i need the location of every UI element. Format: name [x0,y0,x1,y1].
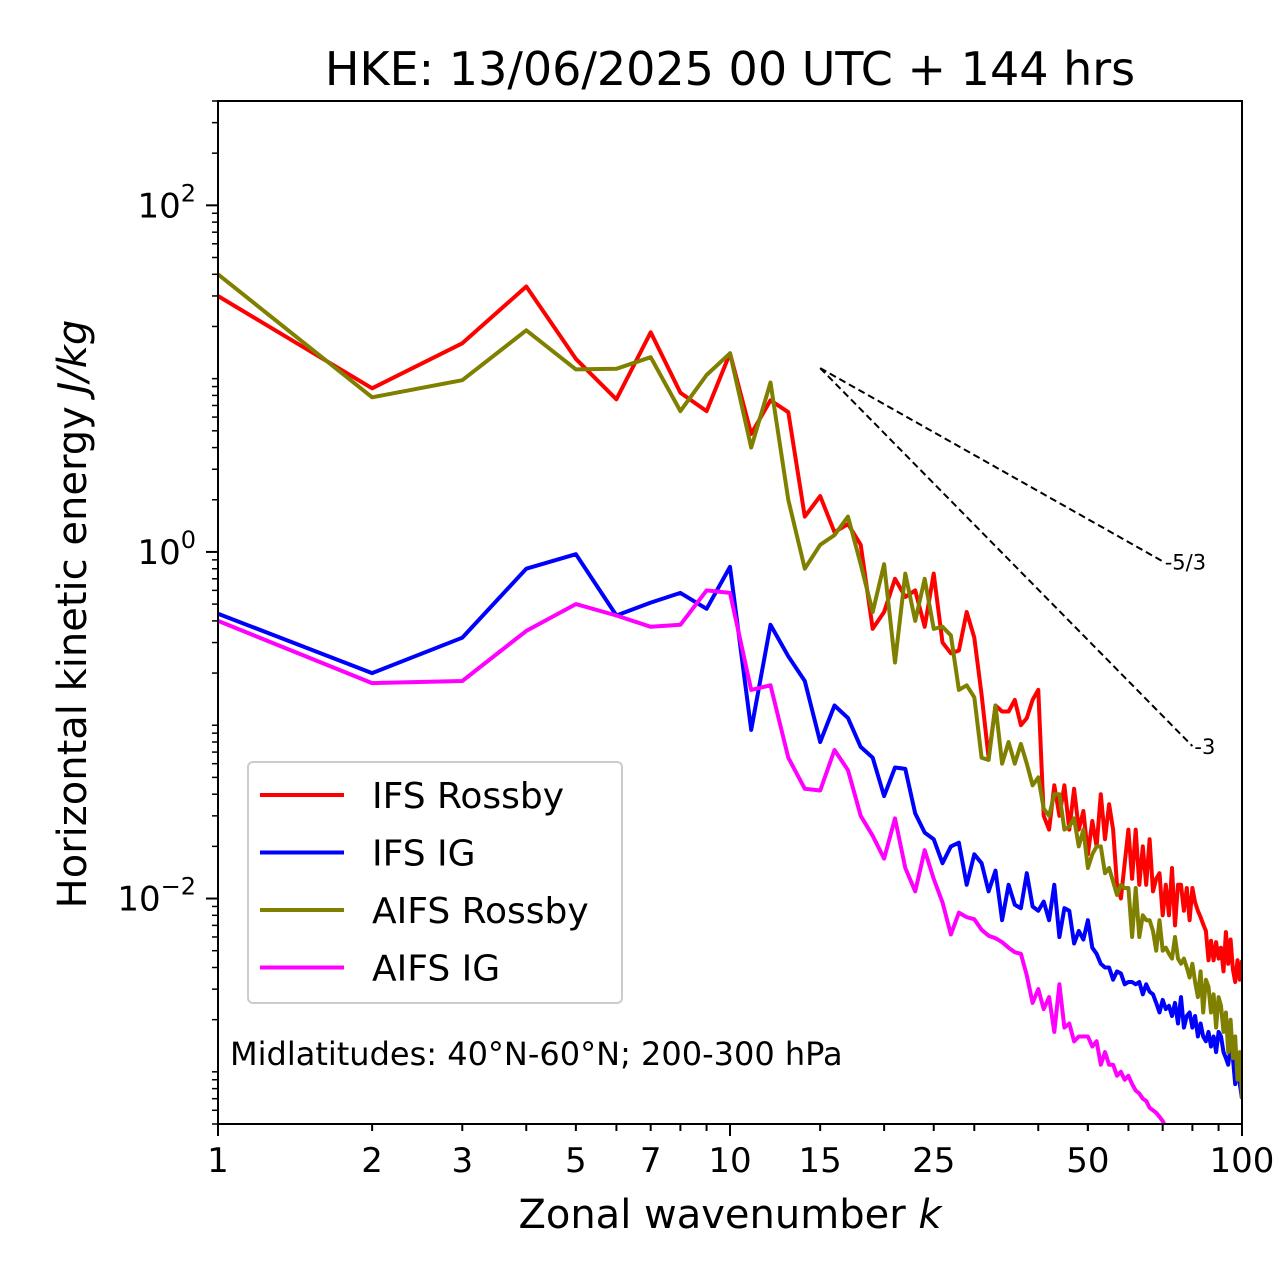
reference-slope-line-1 [819,367,1164,563]
y-axis-label-text: Horizontal kinetic energy [50,406,96,908]
x-tick-label: 10 [708,1141,751,1181]
x-axis-label-text: Zonal wavenumber [518,1192,906,1238]
x-axis-label-var: k [918,1192,943,1238]
y-tick-label: 100 [137,526,196,573]
chart-title: HKE: 13/06/2025 00 UTC + 144 hrs [325,42,1135,96]
legend-label-aifs-ig: AIFS IG [372,949,500,990]
y-tick-label: 102 [137,179,196,226]
x-tick-label: 25 [912,1141,955,1181]
series-layer [218,272,1242,1124]
series-line-aifs-rossby [218,272,1242,1099]
x-axis-label: Zonal wavenumber k [518,1192,943,1238]
legend-label-aifs-rossby: AIFS Rossby [372,891,589,932]
reference-slope-label-1: -5/3 [1165,550,1206,574]
series-line-ifs-ig [218,552,1242,1099]
reference-slope-line-2 [819,367,1194,747]
x-tick-label: 3 [451,1141,473,1181]
x-tick-label: 50 [1066,1141,1109,1181]
legend-label-ifs-ig: IFS IG [372,834,476,875]
reference-slopes: -5/3 -3 [819,367,1215,759]
region-annotation: Midlatitudes: 40°N-60°N; 200-300 hPa [230,1035,843,1073]
y-axis-ticks: 102 100 10−2 [117,100,218,1125]
legend-items: IFS Rossby IFS IG AIFS Rossby AIFS IG [260,776,589,990]
y-axis-label: Horizontal kinetic energy J/kg [50,320,96,909]
x-tick-label: 1 [207,1141,229,1181]
series-line-aifs-ig [218,588,1167,1124]
x-tick-label: 15 [799,1141,842,1181]
x-axis-ticks: 1 2 3 5 7 10 15 25 50 100 [207,1124,1274,1181]
legend-frame [247,761,623,1004]
x-tick-label: 7 [640,1141,662,1181]
x-tick-label: 5 [565,1141,587,1181]
x-tick-label: 2 [361,1141,383,1181]
reference-slope-label-2: -3 [1194,735,1215,759]
x-tick-label: 100 [1210,1141,1275,1181]
y-tick-label: 10−2 [117,873,196,920]
legend: IFS Rossby IFS IG AIFS Rossby AIFS IG [247,761,623,1004]
y-axis-label-unit: J/kg [50,320,96,401]
legend-label-ifs-rossby: IFS Rossby [372,776,564,817]
